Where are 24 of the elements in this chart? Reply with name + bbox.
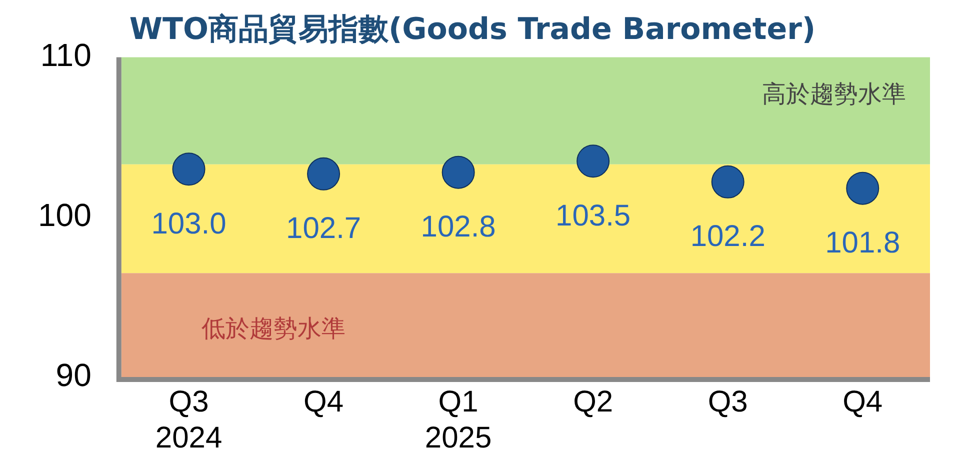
x-tick-label: Q3 2024	[155, 385, 222, 454]
data-label: 102.7	[286, 212, 362, 246]
x-tick-label: Q3	[708, 385, 748, 418]
band-label: 低於趨勢水準	[201, 314, 346, 342]
data-label: 102.8	[420, 210, 496, 244]
point	[846, 172, 880, 205]
data-label: 103.5	[556, 199, 631, 232]
x-tick-label: Q1 2025	[424, 385, 492, 454]
chart-title: WTO商品貿易指數(Goods Trade Barometer)	[129, 12, 816, 47]
band-label: 高於趨勢水準	[762, 80, 906, 108]
data-label: 102.2	[690, 220, 766, 254]
x-tick-label: Q2	[573, 385, 614, 418]
x-tick-label: Q4	[842, 385, 883, 418]
data-label: 103.0	[151, 207, 226, 240]
y-tick-label: 100	[38, 196, 92, 233]
x-tick-label: Q4	[304, 385, 344, 418]
y-tick-label: 110	[40, 37, 92, 74]
point	[307, 157, 340, 190]
point	[172, 152, 206, 186]
point	[442, 156, 475, 189]
point	[711, 165, 744, 198]
data-label: 101.8	[825, 226, 900, 260]
y-tick-label: 90	[56, 356, 92, 393]
point	[576, 144, 610, 178]
